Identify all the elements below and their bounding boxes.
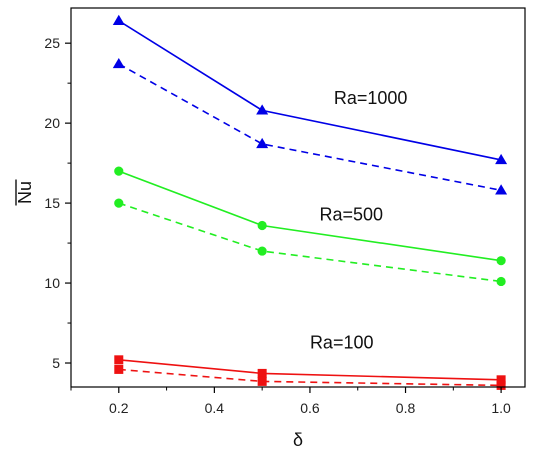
x-tick-label-4: 1.0: [491, 400, 511, 416]
data-point-2-1: [257, 220, 267, 231]
series-0: [112, 14, 508, 165]
data-point-0-2: [495, 153, 508, 165]
data-point-0-1: [256, 104, 269, 115]
series-line-3: [118, 202, 502, 283]
data-point-5-1: [257, 376, 267, 386]
data-point-1-0: [112, 57, 125, 69]
series-2: [114, 166, 506, 266]
series-3: [114, 198, 506, 287]
series-layer: [112, 14, 508, 390]
x-tick-label-1: 0.4: [205, 400, 225, 416]
data-point-3-0: [114, 198, 124, 208]
data-point-0-0: [112, 14, 125, 25]
y-axis-title: Nu: [15, 181, 35, 204]
data-point-4-1: [257, 368, 267, 378]
series-line-2: [118, 170, 502, 262]
y-tick-label-2: 15: [44, 195, 60, 211]
annotations: Ra=1000 Ra=500 Ra=100: [310, 88, 407, 353]
annotation-2: Ra=100: [310, 333, 374, 353]
annotation-1: Ra=500: [320, 205, 384, 225]
x-tick-label-0: 0.2: [109, 400, 129, 416]
y-tick-label-0: 5: [52, 355, 60, 371]
y-tick-label-3: 20: [44, 115, 60, 131]
axes: 0.2 0.4 0.6 0.8 1.0 5 10 15 20 25: [44, 7, 526, 416]
plot-frame: [70, 7, 526, 388]
x-tick-label-3: 0.8: [396, 400, 416, 416]
series-5: [114, 364, 506, 390]
series-line-1: [118, 63, 502, 192]
y-tick-label-4: 25: [44, 35, 60, 51]
series-line-4: [118, 359, 502, 381]
x-tick-label-2: 0.6: [300, 400, 320, 416]
series-line-0: [118, 20, 502, 161]
data-point-2-2: [496, 256, 506, 266]
data-point-3-1: [257, 246, 267, 256]
series-line-5: [118, 368, 502, 387]
x-axis-title: δ: [293, 430, 303, 450]
data-point-1-2: [495, 184, 508, 195]
data-point-2-0: [114, 166, 124, 176]
y-tick-label-1: 10: [44, 275, 60, 291]
data-point-1-1: [256, 137, 269, 149]
data-point-5-0: [114, 364, 124, 374]
data-point-5-2: [496, 380, 506, 390]
data-point-3-2: [496, 276, 506, 287]
series-4: [114, 355, 506, 385]
series-1: [112, 57, 508, 195]
data-point-4-0: [114, 355, 124, 365]
annotation-0: Ra=1000: [334, 88, 408, 108]
data-point-4-2: [496, 375, 506, 385]
